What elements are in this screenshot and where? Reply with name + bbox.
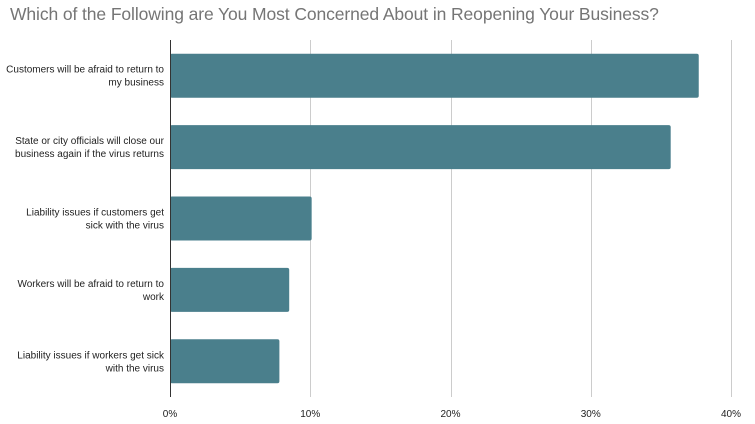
category-label-line: Liability issues if workers get sick	[17, 350, 165, 361]
category-label-1: Customers will be afraid to return to my …	[6, 65, 164, 89]
bars	[170, 53, 699, 384]
category-label-line: Workers will be afraid to return to	[17, 279, 164, 290]
category-label-5: Liability issues if workers get sick with…	[17, 350, 165, 374]
x-tick-label-20pct: 20%	[440, 409, 460, 420]
category-labels: Customers will be afraid to return to my …	[6, 65, 165, 375]
category-label-4: Workers will be afraid to return to work	[17, 279, 165, 303]
chart-title: Which of the Following are You Most Conc…	[10, 4, 659, 24]
category-label-3: Liability issues if customers get sick wi…	[26, 208, 164, 232]
category-label-line: with the virus	[105, 363, 164, 374]
category-label-line: business again if the virus returns	[15, 149, 164, 160]
category-label-line: my business	[108, 78, 164, 89]
category-label-2: State or city officials will close our bu…	[15, 136, 165, 160]
bar-5	[170, 339, 280, 384]
category-label-line: Customers will be afraid to return to	[6, 65, 164, 76]
category-label-line: Liability issues if customers get	[26, 208, 164, 219]
x-tick-label-10pct: 10%	[300, 409, 320, 420]
bar-4	[170, 267, 290, 312]
x-tick-label-40pct: 40%	[721, 409, 741, 420]
category-label-line: work	[142, 292, 165, 303]
bar-2	[170, 125, 671, 170]
x-tick-label-0pct: 0%	[163, 409, 178, 420]
x-tick-labels: 0% 10% 20% 30% 40%	[163, 409, 741, 420]
bar-3	[170, 196, 312, 241]
category-label-line: State or city officials will close our	[15, 136, 164, 147]
category-label-line: sick with the virus	[86, 221, 164, 232]
x-tick-label-30pct: 30%	[581, 409, 601, 420]
bar-1	[170, 53, 699, 98]
